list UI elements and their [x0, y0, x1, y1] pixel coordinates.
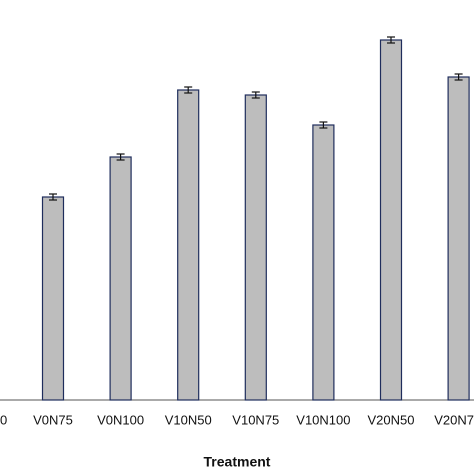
bar — [41, 196, 65, 401]
error-bar — [184, 86, 193, 94]
x-axis-title: Treatment — [204, 454, 271, 470]
bar — [109, 156, 132, 401]
x-tick-label: V0N100 — [97, 412, 144, 427]
error-bar — [387, 36, 395, 44]
bar — [379, 39, 403, 401]
x-tick-label: V10N75 — [232, 412, 279, 427]
error-bar — [49, 193, 57, 201]
x-tick-label: V20N7 — [434, 412, 474, 427]
x-tick-label: 0 — [0, 412, 7, 427]
bar — [244, 94, 267, 401]
error-bar — [454, 73, 463, 81]
error-bar — [319, 121, 328, 129]
bar — [447, 76, 470, 401]
x-tick-label: V10N100 — [296, 412, 350, 427]
x-tick-label: V20N50 — [368, 412, 415, 427]
error-bar — [251, 91, 260, 99]
error-bar — [116, 153, 125, 161]
bar — [177, 89, 200, 401]
x-tick-label: V0N75 — [33, 412, 73, 427]
bar — [312, 124, 335, 401]
x-tick-label: V10N50 — [165, 412, 212, 427]
